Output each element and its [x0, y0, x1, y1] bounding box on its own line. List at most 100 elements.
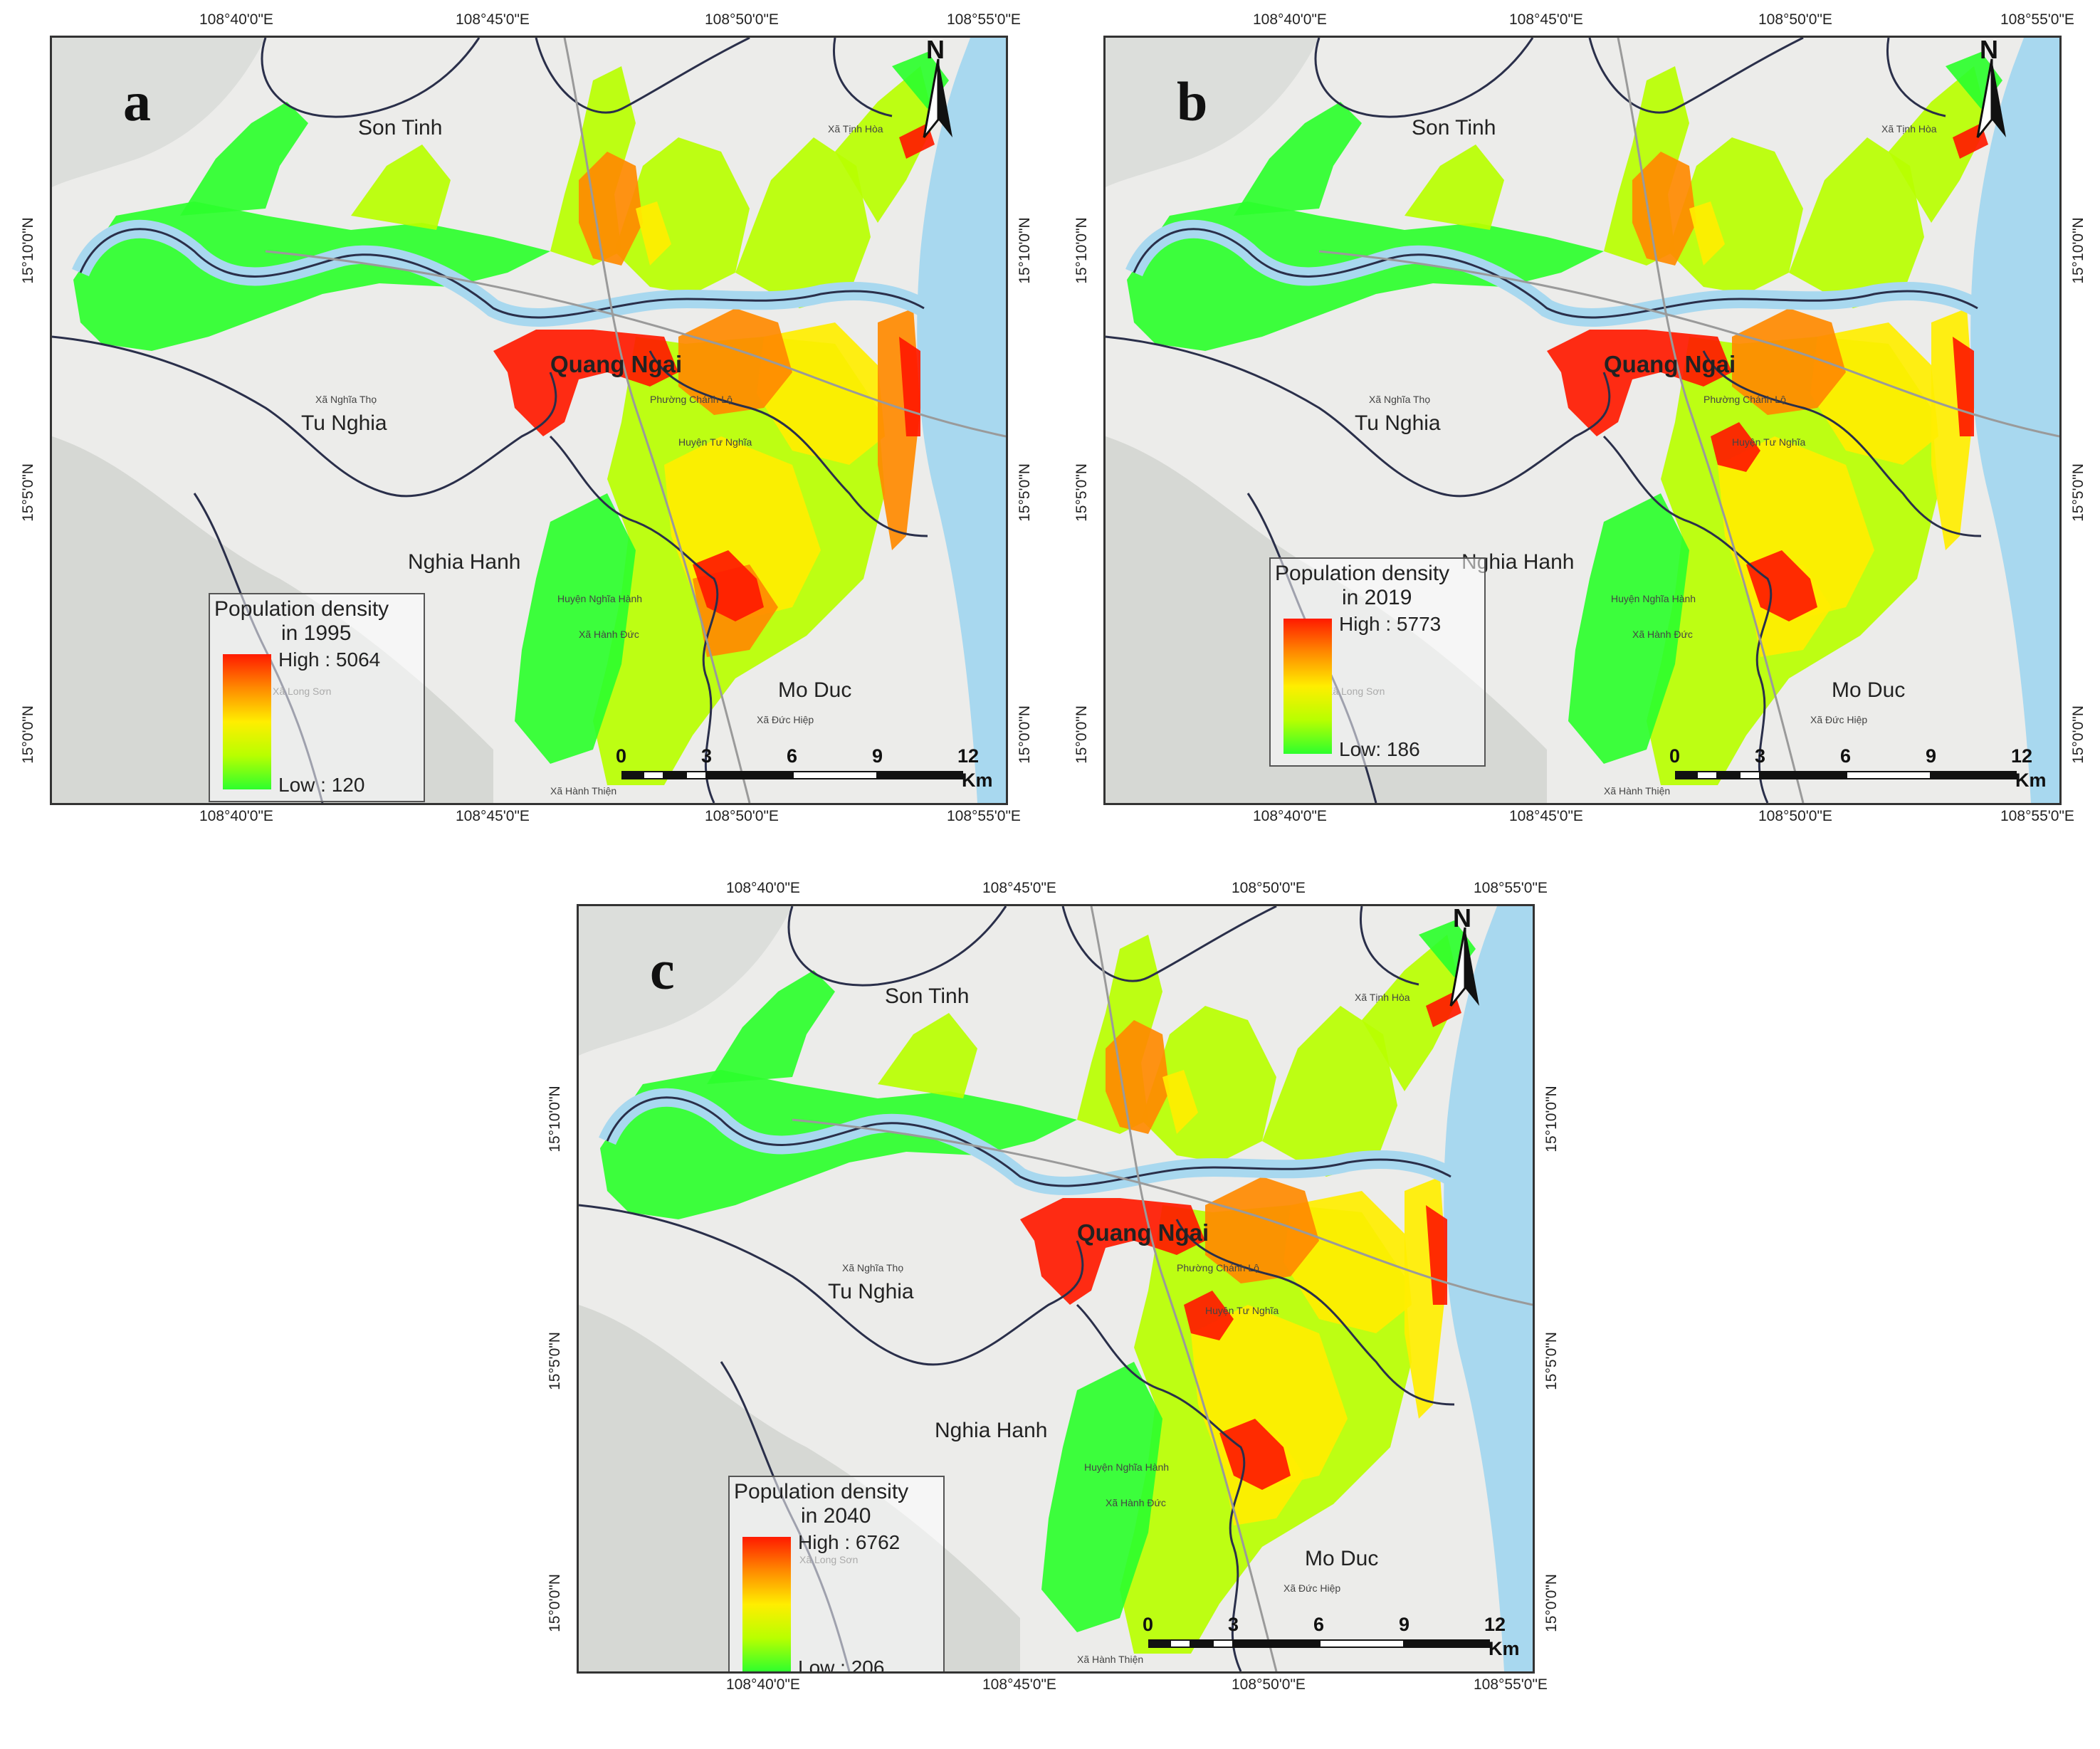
scale-segment [1234, 1639, 1319, 1648]
latitude-label: 15°5'0"N [2070, 463, 2086, 522]
latitude-label: 15°5'0"N [20, 463, 36, 522]
latitude-label: 15°5'0"N [1543, 1332, 1560, 1390]
density-zone [1953, 337, 1974, 436]
district-boundary [1061, 906, 1277, 982]
longitude-label: 108°50'0"E [1232, 880, 1306, 896]
latitude-label: 15°0'0"N [2070, 705, 2086, 764]
place-label-huyen-nghia-hanh: Huyện Nghĩa Hành [1611, 593, 1696, 604]
place-label-son-tinh: Son Tinh [358, 116, 443, 140]
density-zone [878, 1013, 977, 1098]
scale-tick-label: 12 [2011, 745, 2033, 767]
north-arrow-icon [1976, 58, 2006, 138]
district-boundary [52, 335, 557, 498]
scale-tick-label: 6 [1840, 745, 1852, 767]
basemap-svg [579, 906, 1533, 1671]
place-label-huyen-nghia-hanh: Huyện Nghĩa Hành [557, 593, 643, 604]
density-zone [899, 337, 920, 436]
density-zone [1162, 1070, 1198, 1134]
density-zone [515, 493, 636, 764]
place-label-son-tinh: Son Tinh [885, 984, 970, 1008]
legend: Population density in 2019 High : 5773 Low:… [1269, 557, 1486, 767]
scale-bar: 0 3 6 9 12 Km [1143, 1611, 1520, 1661]
longitude-label: 108°55'0"E [947, 11, 1021, 28]
density-zone [1568, 493, 1689, 764]
longitude-label: 108°40'0"E [1253, 808, 1327, 824]
latitude-label: 15°0'0"N [20, 705, 36, 764]
scale-tick-label: 3 [701, 745, 713, 767]
longitude-label: 108°45'0"E [456, 808, 530, 824]
district-boundary [1175, 1219, 1455, 1406]
district-boundary [579, 1204, 1084, 1366]
latitude-label: 15°0'0"N [1073, 705, 1090, 764]
hillshade [579, 906, 792, 1056]
road [265, 250, 1006, 438]
latitude-label: 15°10'0"N [20, 217, 36, 284]
longitude-label: 108°55'0"E [1474, 1676, 1548, 1693]
district-boundary [1076, 1303, 1246, 1671]
scale-segment [643, 771, 664, 779]
longitude-label: 108°50'0"E [1758, 11, 1832, 28]
density-zone [351, 145, 451, 230]
scale-segment [1191, 1639, 1212, 1648]
density-zone [1184, 1291, 1234, 1340]
north-label: N [1453, 904, 1471, 933]
legend-title: Population density [214, 597, 389, 621]
latitude-label: 15°10'0"N [547, 1086, 563, 1152]
scale-unit: Km [1489, 1638, 1520, 1659]
district-boundary [1702, 350, 1982, 537]
scale-segment [878, 771, 963, 779]
place-label-xa-duc-hiep: Xã Đức Hiệp [757, 714, 814, 725]
longitude-label: 108°50'0"E [1232, 1676, 1306, 1693]
scale-segment [1696, 771, 1718, 779]
density-zone [1405, 145, 1504, 230]
scale-unit: Km [962, 770, 993, 791]
longitude-label: 108°45'0"E [982, 1676, 1056, 1693]
density-zone [735, 137, 871, 308]
scale-segment [686, 771, 707, 779]
legend: Population density in 2040 High : 6762 Low … [728, 1476, 945, 1671]
scale-unit: Km [2015, 770, 2047, 791]
map-frame: c Son Tinh Tu Nghia Nghia Hanh Mo Duc Quang N… [577, 904, 1535, 1674]
latitude-label: 15°5'0"N [547, 1332, 563, 1390]
north-label: N [1980, 36, 1998, 64]
density-zone [1746, 550, 1817, 621]
longitude-label: 108°55'0"E [1474, 880, 1548, 896]
density-zone [1219, 1419, 1291, 1490]
place-label-quang-ngai: Quang Ngai [1077, 1219, 1209, 1246]
scale-tick-label: 12 [1484, 1614, 1506, 1635]
longitude-label: 108°55'0"E [2000, 11, 2074, 28]
place-label-tu-nghia: Tu Nghia [301, 411, 387, 435]
hillshade [1106, 38, 1319, 187]
road [1318, 250, 2059, 438]
density-zone [1234, 102, 1362, 216]
longitude-label: 108°40'0"E [726, 1676, 800, 1693]
district-boundary [1588, 38, 1804, 114]
map-panel-a: 108°40'0"E 108°45'0"E 108°50'0"E 108°55'0"E… [0, 0, 1068, 844]
legend-high: High : 5064 [278, 648, 381, 671]
place-label-xa-duc-hiep: Xã Đức Hiệp [1810, 714, 1868, 725]
district-boundary [649, 350, 928, 537]
legend-color-ramp [742, 1537, 791, 1671]
basemap-svg [52, 38, 1006, 803]
density-zone [493, 330, 678, 436]
map-frame: b Son Tinh Tu Nghia Nghia Hanh Mo Duc Quang N… [1103, 36, 2062, 805]
place-label-huyen-tu-nghia: Huyện Tư Nghĩa [1205, 1305, 1279, 1316]
scale-segment [1170, 1639, 1191, 1648]
longitude-label: 108°55'0"E [947, 808, 1021, 824]
longitude-label: 108°50'0"E [705, 808, 779, 824]
density-zone [1262, 1006, 1397, 1177]
scale-tick-label: 0 [616, 745, 627, 767]
scale-tick-label: 6 [787, 745, 798, 767]
place-label-xa-hanh-duc: Xã Hành Đức [1106, 1497, 1166, 1508]
place-label-tu-nghia: Tu Nghia [828, 1280, 914, 1303]
scale-segment [621, 771, 643, 779]
place-label-xa-nghia-tho: Xã Nghĩa Thọ [842, 1262, 904, 1273]
road [1617, 38, 1805, 803]
district-boundary [1886, 38, 1946, 117]
place-label-xa-hanh-thien: Xã Hành Thiện [1604, 785, 1671, 797]
place-label-nghia-hanh: Nghia Hanh [935, 1419, 1048, 1442]
density-zone [1020, 1198, 1205, 1305]
scale-bar: 0 3 6 9 12 Km [616, 742, 993, 792]
district-boundary [535, 38, 750, 114]
place-label-mo-duc: Mo Duc [778, 678, 852, 702]
